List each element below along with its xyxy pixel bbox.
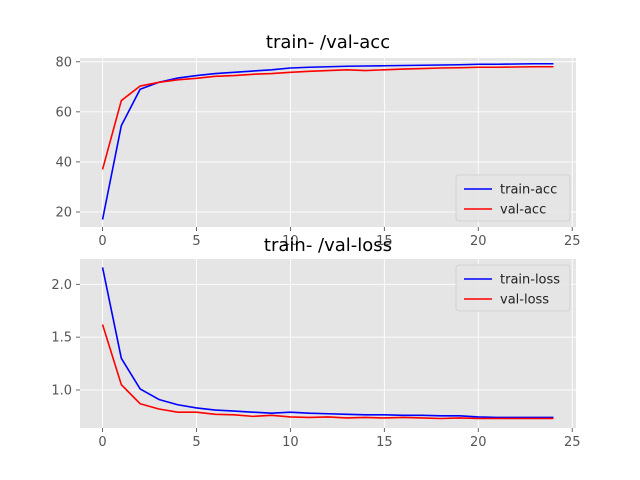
accuracy-x-tick-20: 20 <box>470 234 487 249</box>
accuracy-tick-labels: 0 5 10 15 20 25 20 40 60 80 <box>55 55 580 249</box>
accuracy-y-tick-80: 80 <box>55 55 72 70</box>
loss-x-tick-25: 25 <box>564 435 581 450</box>
accuracy-legend-label-val-acc: val-acc <box>500 203 546 218</box>
accuracy-y-tick-20: 20 <box>55 205 72 220</box>
accuracy-legend: train-acc val-acc <box>455 174 571 222</box>
loss-subplot: 0 5 10 15 20 25 1.0 1.5 2.0 train- /val-loss tra… <box>51 235 580 450</box>
loss-x-tick-10: 10 <box>282 435 299 450</box>
loss-legend-label-val-loss: val-loss <box>500 293 549 308</box>
accuracy-x-tick-10: 10 <box>282 234 299 249</box>
accuracy-y-tick-40: 40 <box>55 155 72 170</box>
loss-series-train-loss <box>101 267 554 419</box>
accuracy-x-tick-5: 5 <box>192 234 200 249</box>
accuracy-x-tick-25: 25 <box>564 234 581 249</box>
accuracy-legend-label-train-acc: train-acc <box>500 183 557 198</box>
loss-y-tick-1.5: 1.5 <box>51 331 72 346</box>
loss-y-tick-1: 1.0 <box>51 383 72 398</box>
accuracy-series-val-acc <box>101 65 554 170</box>
loss-legend-label-train-loss: train-loss <box>500 273 560 288</box>
accuracy-x-tick-15: 15 <box>376 234 393 249</box>
accuracy-chart-title: train- /val-acc <box>266 32 390 53</box>
loss-series-val-loss <box>101 324 554 420</box>
accuracy-series-group <box>101 62 554 220</box>
loss-series-group <box>101 267 554 420</box>
loss-chart-title: train- /val-loss <box>264 235 392 256</box>
accuracy-y-tick-60: 60 <box>55 105 72 120</box>
loss-x-tick-5: 5 <box>192 435 200 450</box>
loss-x-tick-20: 20 <box>470 435 487 450</box>
loss-tick-labels: 0 5 10 15 20 25 1.0 1.5 2.0 <box>51 278 580 450</box>
accuracy-subplot: 0 5 10 15 20 25 20 40 60 80 train- /val-acc train… <box>55 32 580 249</box>
accuracy-x-tick-0: 0 <box>98 234 106 249</box>
loss-x-tick-15: 15 <box>376 435 393 450</box>
loss-x-tick-0: 0 <box>98 435 106 450</box>
loss-y-tick-2: 2.0 <box>51 278 72 293</box>
accuracy-series-train-acc <box>101 62 554 220</box>
loss-legend: train-loss val-loss <box>455 264 571 312</box>
